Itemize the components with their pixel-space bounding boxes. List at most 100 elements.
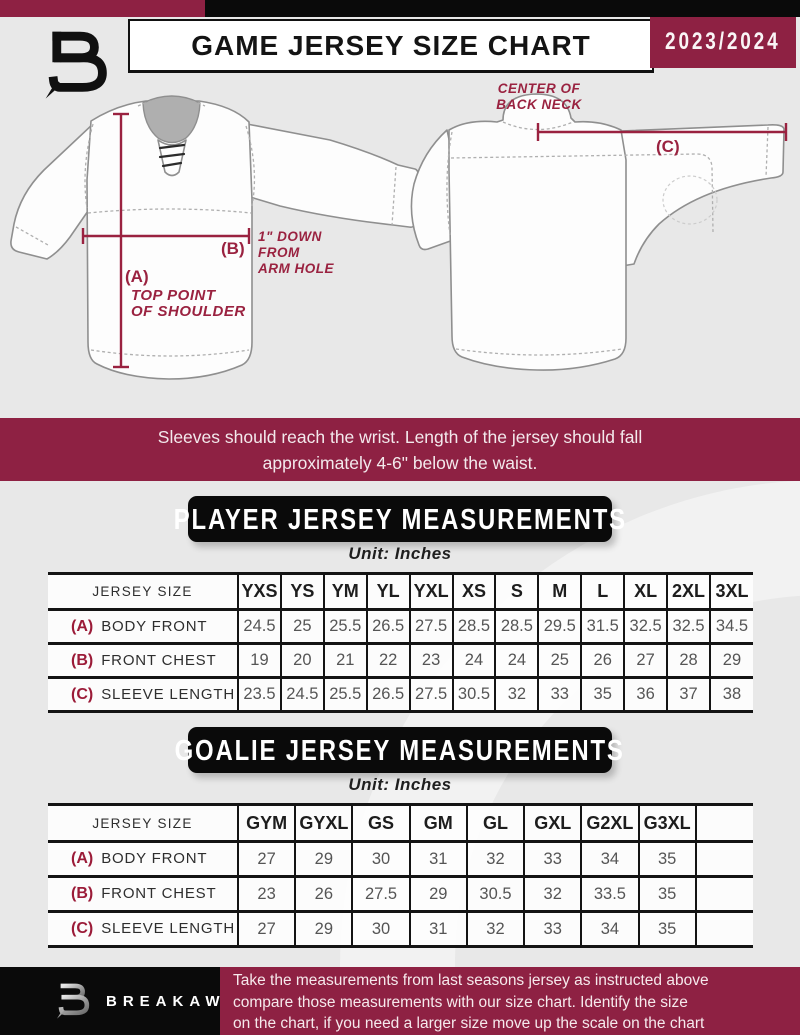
- season-badge: 2023/2024: [650, 17, 796, 68]
- note-b-line1: 1" DOWN: [258, 229, 322, 244]
- measurement-cell: 32: [523, 875, 583, 913]
- measurement-cell: 24: [494, 642, 540, 679]
- fit-notice-banner: Sleeves should reach the wrist. Length o…: [0, 418, 800, 481]
- measurement-cell: 33: [537, 676, 583, 713]
- row-marker: (A): [71, 850, 94, 867]
- size-column-header: GL: [465, 803, 526, 843]
- measurement-cell: 19: [237, 642, 282, 679]
- measure-line-a: [113, 112, 129, 369]
- size-column-header: XS: [451, 572, 497, 611]
- page-title: GAME JERSEY SIZE CHART: [191, 29, 591, 61]
- measurement-cell: 31: [408, 840, 468, 878]
- size-column-header: 2XL: [666, 572, 711, 611]
- measurement-cell: 33: [523, 910, 583, 948]
- measurement-cell: 26.5: [365, 676, 411, 713]
- measurement-row: (B) FRONT CHEST 23 26 27.5 29 30.5 32 33.5 35: [48, 875, 753, 913]
- row-name: BODY FRONT: [101, 850, 208, 867]
- size-column-header: GM: [408, 803, 468, 843]
- size-column-header: M: [537, 572, 583, 611]
- measurement-cell: 29.5: [537, 608, 583, 645]
- measurement-cell: 35: [637, 910, 697, 948]
- goalie-unit-label: Unit: Inches: [348, 775, 452, 794]
- measurement-cell: 29: [408, 875, 468, 913]
- player-size-table: JERSEY SIZE YXS YS YM YL YXL XS S M L XL 2XL 3XL (A) B…: [48, 572, 753, 713]
- measurement-cell: 26: [294, 875, 354, 913]
- marker-b-label: (B): [221, 239, 245, 258]
- footer-brand-name: BREAKAWAY: [106, 992, 257, 1010]
- row-label: (B) FRONT CHEST: [48, 642, 239, 679]
- row-marker: (C): [71, 920, 94, 937]
- size-column-header: G2XL: [580, 803, 640, 843]
- measurement-cell: 27: [623, 642, 669, 679]
- size-column-header: GXL: [523, 803, 583, 843]
- measurement-cell: 25.5: [322, 676, 368, 713]
- measurement-cell: 31: [408, 910, 468, 948]
- note-c-line1: CENTER OF: [498, 81, 581, 96]
- row-marker: (B): [71, 651, 94, 669]
- measurement-cell: [694, 840, 753, 878]
- measurement-cell: 20: [279, 642, 325, 679]
- measurement-cell: 23: [236, 875, 297, 913]
- jersey-measurement-diagram: (B) 1" DOWN FROM ARM HOLE (A) TOP POINT …: [10, 81, 788, 380]
- measurement-cell: 30.5: [451, 676, 497, 713]
- measurement-cell: 26: [580, 642, 626, 679]
- measurement-cell: 32: [465, 910, 526, 948]
- note-a-line2: OF SHOULDER: [131, 303, 246, 320]
- fit-notice-line2: approximately 4-6" below the waist.: [262, 452, 538, 473]
- marker-c-label: (C): [656, 137, 680, 156]
- measurement-cell: [694, 910, 753, 948]
- measurement-cell: 35: [637, 840, 697, 878]
- measurement-cell: 30: [351, 910, 411, 948]
- measurement-cell: 35: [637, 875, 697, 913]
- measurement-cell: 23: [408, 642, 454, 679]
- measurement-cell: 34.5: [708, 608, 753, 645]
- row-label: (B) FRONT CHEST: [48, 875, 239, 913]
- measurement-cell: 30.5: [465, 875, 526, 913]
- row-name: BODY FRONT: [101, 617, 208, 635]
- measurement-cell: 32: [494, 676, 540, 713]
- size-column-header: YS: [279, 572, 325, 611]
- measurement-cell: 28.5: [451, 608, 497, 645]
- measurement-cell: 30: [351, 840, 411, 878]
- measurement-row: (A) BODY FRONT 24.5 25 25.5 26.5 27.5 28.5 28.5 2…: [48, 608, 753, 645]
- front-jersey-drawing: [10, 95, 419, 380]
- footer-brand-block: BREAKAWAY: [0, 967, 250, 1035]
- goalie-section-title: GOALIE JERSEY MEASUREMENTS: [175, 727, 623, 773]
- size-column-header: L: [580, 572, 626, 611]
- row-name: SLEEVE LENGTH: [101, 920, 235, 937]
- measure-line-b: [81, 228, 251, 244]
- measurement-cell: 27.5: [351, 875, 411, 913]
- measurement-cell: 34: [580, 910, 640, 948]
- measurement-row: (C) SLEEVE LENGTH 27 29 30 31 32 33 34 35: [48, 910, 753, 948]
- row-name: FRONT CHEST: [101, 885, 217, 902]
- size-column-header: [694, 803, 753, 843]
- season-label: 2023/2024: [665, 28, 781, 56]
- size-table: JERSEY SIZE GYM GYXL GS GM GL GXL G2XL G3XL (A) BO…: [48, 803, 753, 948]
- measurement-cell: 27: [236, 840, 297, 878]
- breakaway-footer-logo-icon: [57, 983, 90, 1019]
- note-a-line1: TOP POINT: [131, 287, 217, 304]
- fit-notice-line1: Sleeves should reach the wrist. Length o…: [157, 426, 643, 447]
- measure-line-c: [536, 123, 788, 141]
- measurement-cell: 25.5: [322, 608, 368, 645]
- row-label: (A) BODY FRONT: [48, 840, 239, 878]
- row-marker: (B): [71, 885, 94, 902]
- size-column-header: YXS: [237, 572, 282, 611]
- measurement-cell: 32: [465, 840, 526, 878]
- measurement-row: (A) BODY FRONT 27 29 30 31 32 33 34 35: [48, 840, 753, 878]
- size-column-header: YL: [365, 572, 411, 611]
- size-column-header: GS: [351, 803, 411, 843]
- measurement-cell: 35: [580, 676, 626, 713]
- measurement-cell: 29: [708, 642, 753, 679]
- row-marker: (C): [71, 685, 94, 703]
- marker-a-label: (A): [125, 267, 149, 286]
- measurement-cell: 33.5: [580, 875, 640, 913]
- footer-instruction-line2: compare those measurements with our size…: [233, 993, 688, 1011]
- top-strip-maroon: [0, 0, 205, 17]
- jersey-size-corner-label: JERSEY SIZE: [48, 803, 239, 843]
- measurement-cell: [694, 875, 753, 913]
- row-label: (C) SLEEVE LENGTH: [48, 910, 239, 948]
- measurement-cell: 37: [666, 676, 711, 713]
- measurement-cell: 24: [451, 642, 497, 679]
- measurement-cell: 27: [236, 910, 297, 948]
